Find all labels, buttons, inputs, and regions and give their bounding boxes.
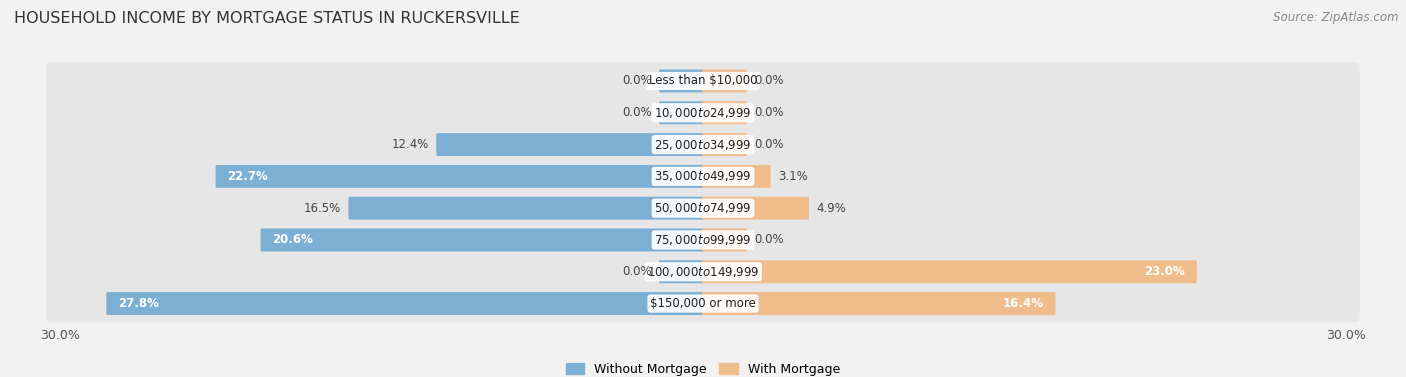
FancyBboxPatch shape — [702, 165, 770, 188]
FancyBboxPatch shape — [46, 253, 1360, 291]
Text: 3.1%: 3.1% — [778, 170, 807, 183]
FancyBboxPatch shape — [659, 101, 704, 124]
FancyBboxPatch shape — [702, 228, 747, 251]
FancyBboxPatch shape — [702, 260, 1197, 283]
Text: $100,000 to $149,999: $100,000 to $149,999 — [647, 265, 759, 279]
FancyBboxPatch shape — [46, 62, 1360, 100]
FancyBboxPatch shape — [260, 228, 704, 251]
Text: HOUSEHOLD INCOME BY MORTGAGE STATUS IN RUCKERSVILLE: HOUSEHOLD INCOME BY MORTGAGE STATUS IN R… — [14, 11, 520, 26]
Text: $150,000 or more: $150,000 or more — [650, 297, 756, 310]
FancyBboxPatch shape — [702, 133, 747, 156]
Text: Less than $10,000: Less than $10,000 — [648, 75, 758, 87]
Text: 27.8%: 27.8% — [118, 297, 159, 310]
FancyBboxPatch shape — [349, 197, 704, 220]
FancyBboxPatch shape — [702, 197, 808, 220]
FancyBboxPatch shape — [107, 292, 704, 315]
Text: 0.0%: 0.0% — [621, 265, 651, 278]
FancyBboxPatch shape — [46, 94, 1360, 132]
Text: 4.9%: 4.9% — [817, 202, 846, 215]
Text: $35,000 to $49,999: $35,000 to $49,999 — [654, 169, 752, 183]
FancyBboxPatch shape — [702, 101, 747, 124]
Text: $50,000 to $74,999: $50,000 to $74,999 — [654, 201, 752, 215]
Text: $10,000 to $24,999: $10,000 to $24,999 — [654, 106, 752, 120]
FancyBboxPatch shape — [215, 165, 704, 188]
Text: 22.7%: 22.7% — [228, 170, 269, 183]
Text: Source: ZipAtlas.com: Source: ZipAtlas.com — [1274, 11, 1399, 24]
FancyBboxPatch shape — [702, 292, 1056, 315]
Text: 12.4%: 12.4% — [391, 138, 429, 151]
Text: 0.0%: 0.0% — [621, 106, 651, 119]
Text: 20.6%: 20.6% — [273, 233, 314, 247]
FancyBboxPatch shape — [659, 260, 704, 283]
Text: $75,000 to $99,999: $75,000 to $99,999 — [654, 233, 752, 247]
Text: 16.4%: 16.4% — [1002, 297, 1043, 310]
Text: 0.0%: 0.0% — [755, 75, 785, 87]
Text: 0.0%: 0.0% — [755, 138, 785, 151]
FancyBboxPatch shape — [46, 126, 1360, 163]
Text: $25,000 to $34,999: $25,000 to $34,999 — [654, 138, 752, 152]
FancyBboxPatch shape — [436, 133, 704, 156]
FancyBboxPatch shape — [46, 158, 1360, 195]
Text: 0.0%: 0.0% — [755, 106, 785, 119]
Text: 0.0%: 0.0% — [755, 233, 785, 247]
Text: 23.0%: 23.0% — [1144, 265, 1185, 278]
FancyBboxPatch shape — [46, 189, 1360, 227]
FancyBboxPatch shape — [46, 285, 1360, 322]
Text: 0.0%: 0.0% — [621, 75, 651, 87]
Text: 16.5%: 16.5% — [304, 202, 340, 215]
Legend: Without Mortgage, With Mortgage: Without Mortgage, With Mortgage — [565, 363, 841, 376]
FancyBboxPatch shape — [46, 221, 1360, 259]
FancyBboxPatch shape — [702, 69, 747, 92]
FancyBboxPatch shape — [659, 69, 704, 92]
